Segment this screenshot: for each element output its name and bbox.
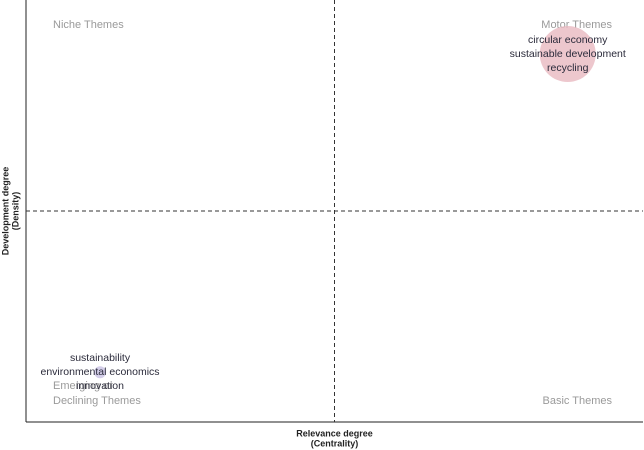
quadrant-label: Declining Themes — [53, 395, 141, 407]
quadrant-label: Basic Themes — [543, 395, 613, 407]
y-axis-title: (Density) — [10, 192, 20, 231]
cluster-label: circular economy — [528, 34, 608, 46]
x-axis-title: Relevance degree — [296, 428, 373, 438]
bubble — [539, 26, 596, 83]
y-axis-title: Development degree — [0, 167, 10, 256]
quadrant-label: Emerging or — [53, 380, 113, 392]
x-axis-title: (Centrality) — [311, 438, 359, 448]
quadrant-label: Niche Themes — [53, 19, 124, 31]
cluster-label: innovation — [76, 380, 124, 392]
cluster-label: recycling — [547, 62, 589, 74]
bubble — [94, 366, 107, 379]
cluster-label: sustainable development — [510, 48, 626, 60]
cluster-label: sustainability — [70, 352, 131, 364]
cluster-label: environmental economics — [41, 366, 160, 378]
